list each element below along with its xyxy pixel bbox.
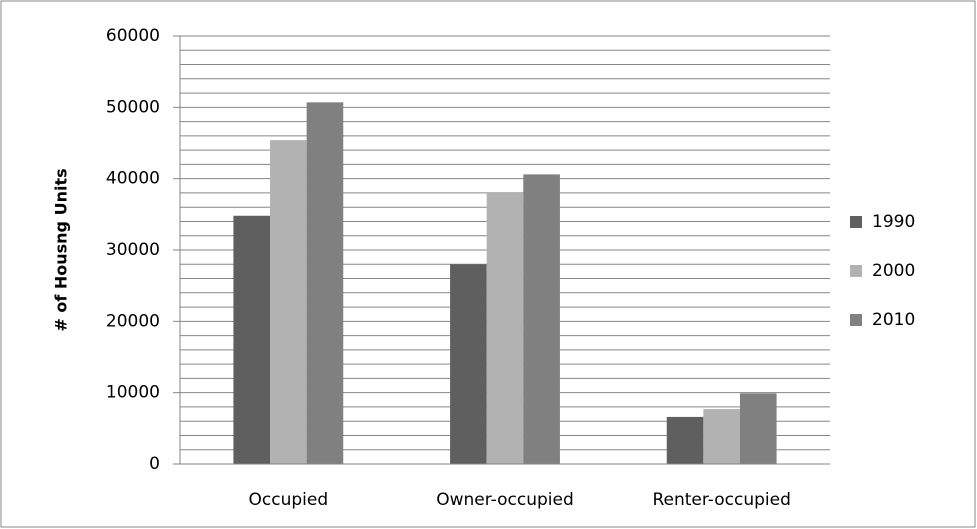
- y-tick-label: 0: [149, 454, 160, 474]
- legend-swatch: [850, 216, 862, 228]
- x-tick-label: Occupied: [249, 490, 329, 510]
- bar: [270, 140, 307, 464]
- y-tick-label: 40000: [106, 169, 160, 189]
- y-tick-label: 30000: [106, 240, 160, 260]
- y-axis-label: # of Housng Units: [52, 168, 71, 331]
- y-tick-label: 50000: [106, 97, 160, 117]
- legend-swatch: [850, 265, 862, 277]
- x-tick-label: Owner-occupied: [436, 490, 574, 510]
- x-tick-label: Renter-occupied: [652, 490, 790, 510]
- bar: [306, 102, 344, 464]
- y-tick-label: 20000: [106, 311, 160, 331]
- bar: [450, 264, 487, 464]
- y-tick-label: 60000: [106, 26, 160, 46]
- y-tick-label: 10000: [106, 383, 160, 403]
- legend-label: 2010: [872, 310, 915, 330]
- legend-swatch: [850, 314, 862, 326]
- legend-label: 2000: [872, 261, 915, 281]
- bar: [666, 416, 704, 464]
- bar: [523, 174, 560, 465]
- bar: [486, 192, 524, 464]
- bar: [703, 409, 740, 464]
- bar: [233, 215, 271, 464]
- legend-label: 1990: [872, 212, 915, 232]
- bar: [739, 393, 777, 464]
